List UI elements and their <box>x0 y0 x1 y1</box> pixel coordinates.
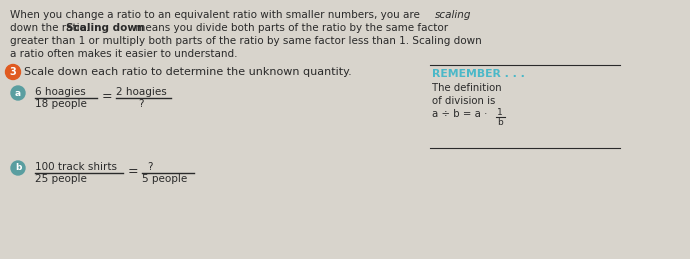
Text: a ratio often makes it easier to understand.: a ratio often makes it easier to underst… <box>10 49 237 59</box>
Text: ?: ? <box>147 162 152 172</box>
Text: =: = <box>102 90 112 103</box>
Text: b: b <box>497 118 503 127</box>
Text: of division is: of division is <box>432 96 495 106</box>
Text: REMEMBER . . .: REMEMBER . . . <box>432 69 525 79</box>
Text: scaling: scaling <box>435 10 471 20</box>
Text: Scale down each ratio to determine the unknown quantity.: Scale down each ratio to determine the u… <box>24 67 352 77</box>
Text: means you divide both parts of the ratio by the same factor: means you divide both parts of the ratio… <box>132 23 448 33</box>
Text: greater than 1 or multiply both parts of the ratio by same factor less than 1. S: greater than 1 or multiply both parts of… <box>10 36 482 46</box>
Text: 2 hoagies: 2 hoagies <box>116 87 167 97</box>
Text: 18 people: 18 people <box>35 99 87 109</box>
Text: 3: 3 <box>10 67 17 77</box>
Text: When you change a ratio to an equivalent ratio with smaller numbers, you are: When you change a ratio to an equivalent… <box>10 10 423 20</box>
Circle shape <box>11 161 25 175</box>
Text: 6 hoagies: 6 hoagies <box>35 87 86 97</box>
Text: 1: 1 <box>497 108 503 117</box>
Text: 25 people: 25 people <box>35 174 87 184</box>
Text: Scaling down: Scaling down <box>66 23 144 33</box>
Text: 100 track shirts: 100 track shirts <box>35 162 117 172</box>
Text: 5 people: 5 people <box>142 174 187 184</box>
Text: down the ratio.: down the ratio. <box>10 23 92 33</box>
Text: The definition: The definition <box>432 83 502 93</box>
Text: a: a <box>15 89 21 97</box>
Text: =: = <box>128 165 139 178</box>
Circle shape <box>6 64 21 80</box>
Text: ?: ? <box>138 99 144 109</box>
Text: b: b <box>14 163 21 172</box>
Circle shape <box>11 86 25 100</box>
Text: a ÷ b = a ·: a ÷ b = a · <box>432 109 491 119</box>
